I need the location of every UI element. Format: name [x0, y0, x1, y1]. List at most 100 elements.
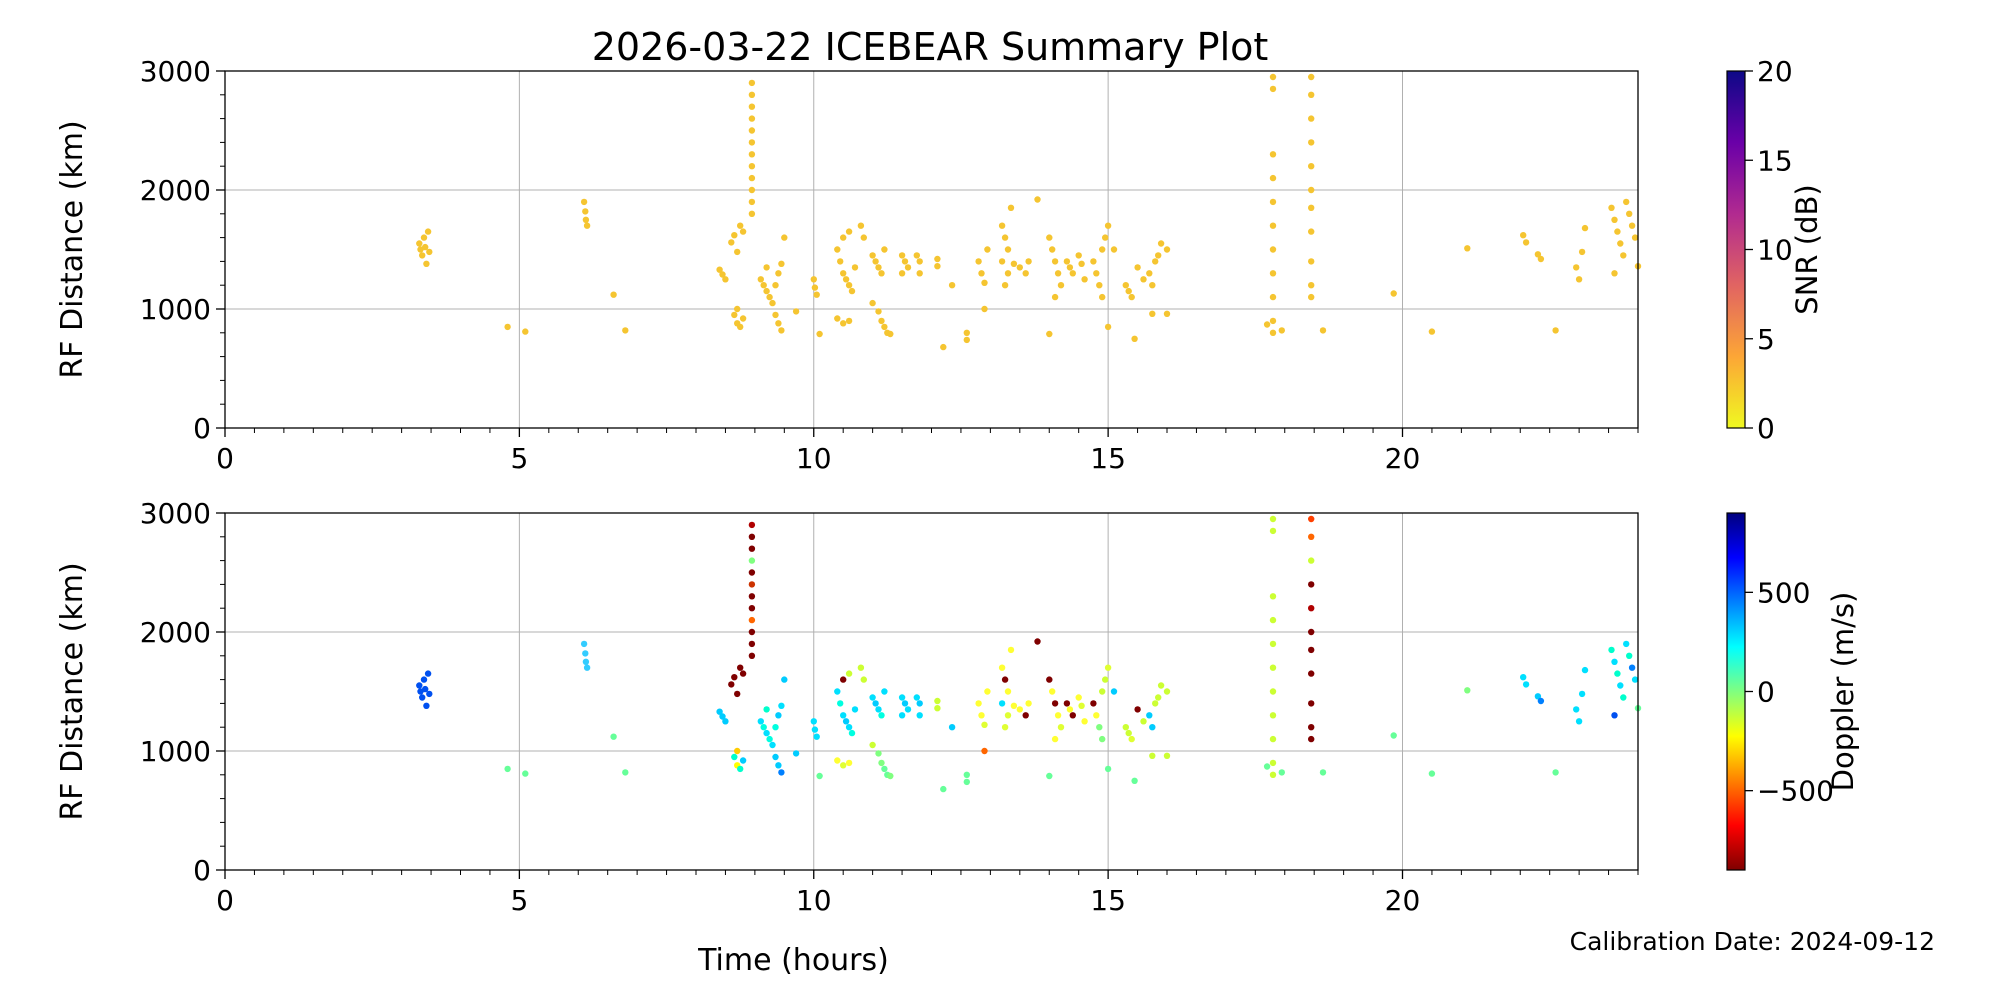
data-point: [792, 308, 800, 315]
data-point: [1099, 688, 1106, 695]
data-point: [1025, 258, 1032, 265]
data-point: [875, 706, 882, 713]
data-point: [869, 252, 876, 259]
data-point: [1520, 232, 1527, 239]
colorbar-label: Doppler (m/s): [1826, 592, 1860, 792]
y-axis-label: RF Distance (km): [55, 120, 90, 378]
data-point: [948, 724, 956, 731]
data-point: [739, 670, 747, 677]
data-point: [1099, 246, 1106, 253]
data-point: [748, 79, 756, 87]
data-point: [1537, 255, 1545, 263]
data-point: [1578, 690, 1586, 698]
data-point: [840, 762, 847, 769]
colorbar-tick-label: −500: [1757, 775, 1834, 808]
data-point: [1611, 658, 1618, 665]
data-point: [1134, 264, 1141, 271]
data-point: [840, 712, 847, 719]
data-point: [1614, 670, 1621, 677]
data-point: [1001, 282, 1009, 289]
data-point: [422, 243, 429, 251]
data-point: [1308, 73, 1315, 81]
data-point: [1308, 646, 1315, 654]
data-point: [760, 724, 767, 731]
data-point: [857, 222, 865, 229]
data-point: [1046, 676, 1053, 683]
data-point: [1269, 329, 1277, 336]
data-point: [748, 91, 756, 99]
data-point: [1122, 282, 1130, 289]
data-point: [857, 664, 865, 671]
data-point: [748, 581, 756, 588]
data-point: [1122, 724, 1130, 731]
data-point: [1128, 293, 1135, 301]
data-point: [1319, 769, 1327, 776]
data-point: [834, 688, 841, 695]
data-point: [1004, 712, 1012, 719]
data-point: [840, 320, 847, 327]
colorbar-tick-label: 15: [1757, 144, 1793, 177]
data-point: [781, 234, 788, 241]
data-point: [622, 769, 629, 776]
plot-frame: [224, 70, 1639, 429]
data-point: [731, 232, 738, 239]
data-point: [1046, 772, 1053, 780]
data-point: [940, 785, 947, 793]
data-point: [810, 718, 817, 725]
data-point: [757, 718, 764, 725]
data-point: [1269, 317, 1277, 325]
data-point: [1552, 769, 1559, 776]
data-point: [583, 222, 591, 229]
data-point: [1308, 139, 1315, 146]
data-point: [1626, 210, 1633, 217]
data-point: [1623, 640, 1630, 648]
data-point: [1131, 335, 1138, 342]
data-point: [875, 750, 882, 757]
data-point: [1522, 681, 1530, 688]
data-point: [1269, 759, 1277, 767]
data-point: [845, 759, 853, 767]
data-point: [1155, 694, 1162, 701]
data-point: [1573, 706, 1580, 713]
data-point: [1573, 264, 1580, 271]
data-point: [1025, 700, 1032, 707]
data-point: [419, 694, 426, 701]
data-point: [1128, 735, 1135, 743]
data-point: [772, 753, 779, 761]
data-point: [1125, 287, 1132, 295]
x-tick-label: 15: [1090, 884, 1126, 917]
data-point: [913, 252, 920, 259]
scatter-points: [416, 515, 1642, 793]
data-point: [916, 700, 923, 707]
data-point: [1104, 323, 1112, 331]
data-point: [845, 317, 853, 325]
data-point: [1049, 246, 1056, 253]
data-point: [1046, 330, 1053, 338]
data-point: [1308, 700, 1315, 707]
data-point: [734, 248, 741, 256]
x-tick-label: 10: [796, 884, 832, 917]
data-point: [1049, 688, 1056, 695]
data-point: [860, 676, 867, 683]
chart-title: 2026-03-22 ICEBEAR Summary Plot: [592, 25, 1269, 69]
data-point: [1163, 688, 1171, 695]
data-point: [904, 264, 912, 271]
data-point: [1075, 694, 1082, 701]
y-tick-label: 0: [193, 412, 211, 445]
data-point: [934, 263, 941, 270]
data-point: [1104, 664, 1112, 671]
data-point: [757, 276, 764, 283]
data-point: [748, 151, 756, 158]
data-point: [1066, 706, 1074, 713]
data-point: [1004, 246, 1012, 253]
data-point: [872, 700, 879, 707]
data-point: [1308, 293, 1315, 301]
data-point: [1090, 258, 1097, 265]
data-point: [1096, 282, 1103, 289]
data-point: [1308, 735, 1315, 743]
data-point: [1057, 282, 1065, 289]
data-point: [963, 336, 970, 344]
data-point: [869, 741, 876, 749]
